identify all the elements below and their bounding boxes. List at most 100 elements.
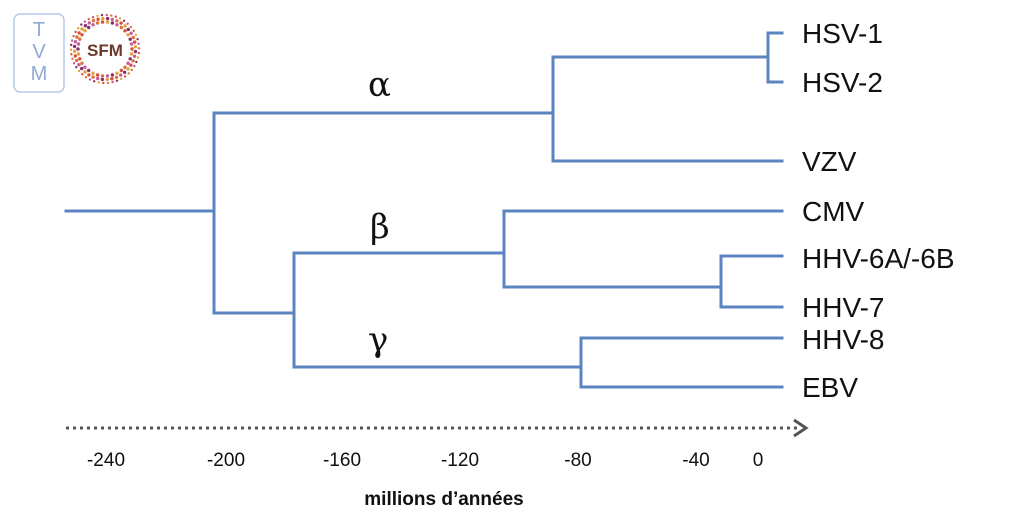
- sfm-logo-dot: [110, 21, 115, 25]
- sfm-logo-dot: [114, 75, 119, 80]
- sfm-logo-dot: [115, 79, 119, 83]
- sfm-logo-dot: [122, 70, 127, 75]
- leaf-label-vzv: VZV: [802, 146, 857, 177]
- sfm-logo-dot: [136, 38, 139, 41]
- sfm-logo-dot: [87, 68, 91, 73]
- sfm-logo-dot: [72, 62, 76, 65]
- sfm-logo-dot: [80, 66, 84, 71]
- sfm-logo-dot: [115, 19, 119, 23]
- sfm-logo: SFM: [69, 13, 141, 85]
- sfm-logo-dot: [135, 60, 138, 64]
- sfm-logo-dot: [105, 13, 108, 17]
- sfm-logo-dot: [128, 57, 132, 61]
- sfm-logo-dot: [137, 51, 140, 55]
- sfm-logo-dot: [100, 74, 105, 78]
- sfm-logo-dot: [105, 16, 110, 21]
- tvm-logo-letter-m: M: [31, 63, 48, 85]
- time-axis-title: millions d’années: [364, 489, 523, 510]
- sfm-logo-dot: [127, 72, 130, 75]
- sfm-logo-dot: [126, 67, 130, 71]
- sfm-logo-dot: [96, 14, 99, 18]
- sfm-logo-dot: [133, 45, 138, 49]
- sfm-logo-dot: [70, 39, 74, 42]
- sfm-logo-dot: [106, 81, 110, 85]
- time-axis-tick-label: -240: [87, 450, 125, 471]
- time-axis-tick-label: -120: [441, 450, 479, 471]
- sfm-logo-dot: [115, 71, 119, 75]
- sfm-logo-dot: [76, 52, 81, 56]
- sfm-logo-dot: [119, 21, 123, 25]
- sfm-logo-dot: [77, 31, 81, 35]
- clade-label-gamma: γ: [368, 320, 388, 360]
- time-axis-tick-labels: -240 -200 -160 -120 -80 -40 0: [87, 450, 763, 471]
- time-axis-tick-label: -160: [323, 450, 361, 471]
- sfm-logo-dot: [80, 33, 84, 37]
- sfm-logo-dot: [71, 57, 74, 60]
- sfm-logo-dot: [131, 35, 135, 40]
- time-axis-arrowhead: [793, 418, 809, 438]
- sfm-logo-dot: [115, 23, 119, 27]
- tree-branches: [64, 31, 784, 389]
- sfm-logo-dot: [93, 80, 96, 83]
- sfm-logo-dot: [119, 25, 124, 30]
- sfm-logo-dot: [91, 16, 95, 19]
- sfm-logo-dot: [126, 22, 129, 25]
- tvm-logo-letter-v: V: [32, 41, 46, 63]
- leaf-label-hhv6: HHV-6A/-6B: [802, 243, 955, 274]
- sfm-logo-dot: [76, 47, 80, 51]
- sfm-logo-dot: [129, 42, 134, 46]
- sfm-logo-dot: [110, 17, 115, 22]
- sfm-logo-dot: [69, 48, 73, 51]
- sfm-logo-dot: [105, 74, 110, 78]
- sfm-logo-dot: [75, 66, 78, 69]
- sfm-logo-dot: [84, 76, 88, 79]
- sfm-logo-dot: [119, 68, 124, 73]
- sfm-logo-dot: [78, 37, 82, 41]
- sfm-logo-dot: [130, 47, 134, 51]
- time-axis-tick-label: -80: [564, 450, 591, 471]
- tvm-logo: T V M: [13, 13, 65, 93]
- sfm-logo-dot: [137, 42, 140, 45]
- sfm-logo-dot: [80, 27, 84, 31]
- sfm-logo-dot: [88, 78, 92, 81]
- sfm-logo-dot: [133, 64, 136, 68]
- sfm-logo-dot: [83, 70, 87, 74]
- sfm-logo-dot: [105, 77, 109, 82]
- sfm-logo-dot: [129, 31, 133, 35]
- sfm-logo-dot: [83, 20, 87, 23]
- sfm-logo-dot: [128, 37, 132, 41]
- sfm-logo-dot: [76, 42, 81, 46]
- sfm-logo-dot: [80, 23, 83, 26]
- sfm-logo-dot: [70, 53, 73, 56]
- sfm-logo-dot: [101, 16, 105, 21]
- sfm-logo-dot: [122, 19, 126, 22]
- sfm-logo-dot: [77, 26, 80, 30]
- sfm-logo-dot: [111, 80, 114, 84]
- sfm-logo-dot: [136, 56, 140, 59]
- sfm-logo-dot: [133, 40, 137, 44]
- sfm-logo-dot: [129, 52, 134, 56]
- sfm-logo-dot: [83, 65, 87, 69]
- leaf-label-ebv: EBV: [802, 372, 858, 403]
- sfm-logo-dot: [91, 75, 95, 79]
- sfm-logo-dot: [123, 65, 127, 69]
- sfm-logo-dot: [81, 73, 84, 76]
- sfm-logo-dot: [133, 49, 138, 54]
- sfm-logo-text: SFM: [87, 41, 123, 60]
- sfm-logo-dot: [87, 25, 91, 30]
- sfm-logo-ring: [69, 13, 141, 85]
- sfm-logo-dot: [87, 17, 91, 21]
- time-axis-tick-label: 0: [753, 450, 764, 471]
- sfm-logo-dot: [129, 25, 133, 29]
- sfm-logo-dot: [77, 69, 81, 73]
- sfm-logo-dot: [91, 19, 96, 23]
- sfm-logo-dot: [100, 77, 105, 82]
- sfm-logo-dot: [123, 75, 127, 78]
- sfm-logo-dot: [110, 73, 115, 77]
- sfm-logo-dot: [72, 34, 75, 38]
- clade-label-beta: β: [370, 207, 390, 247]
- clade-label-alpha: α: [368, 65, 391, 105]
- leaf-label-hsv1: HSV-1: [802, 18, 883, 49]
- sfm-logo-dot: [105, 20, 110, 24]
- sfm-logo-dot: [72, 49, 77, 53]
